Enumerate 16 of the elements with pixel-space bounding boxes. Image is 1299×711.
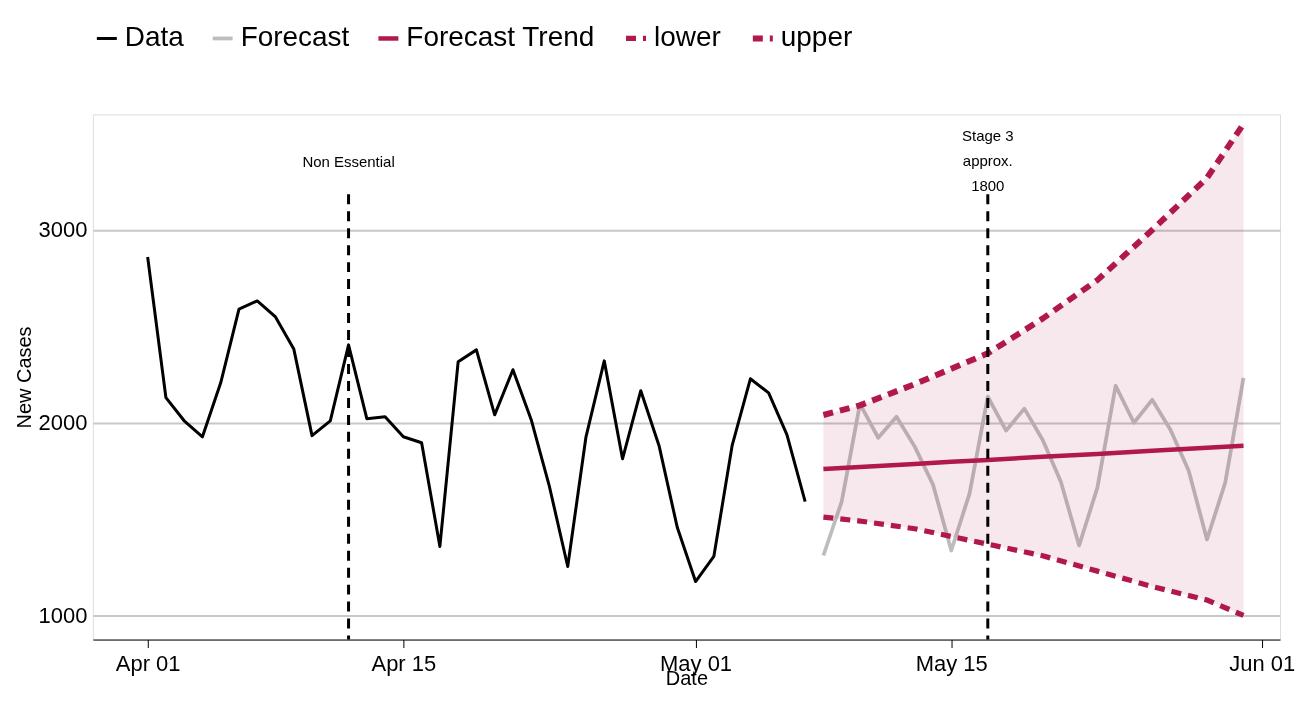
y-tick-label: 1000 (38, 602, 88, 628)
ref-line-label: Stage 3 approx. 1800 (962, 127, 1014, 195)
legend-label: Data (124, 21, 185, 53)
ref-line-label: Non Essential (302, 153, 395, 171)
y-tick-label: 2000 (38, 410, 88, 436)
legend-label: Forecast Trend (406, 21, 595, 53)
y-tick-label: 3000 (38, 217, 88, 243)
legend-label: lower (653, 21, 721, 53)
legend-label: Forecast (240, 21, 350, 53)
x-tick-label: Apr 01 (115, 651, 181, 676)
x-tick-label: Apr 15 (371, 651, 437, 676)
x-tick-label: May 15 (915, 651, 988, 676)
y-axis-title: New Cases (12, 326, 35, 429)
line-series (821, 443, 1246, 472)
legend-label: upper (780, 21, 853, 53)
x-tick-label: Jun 01 (1229, 651, 1296, 676)
